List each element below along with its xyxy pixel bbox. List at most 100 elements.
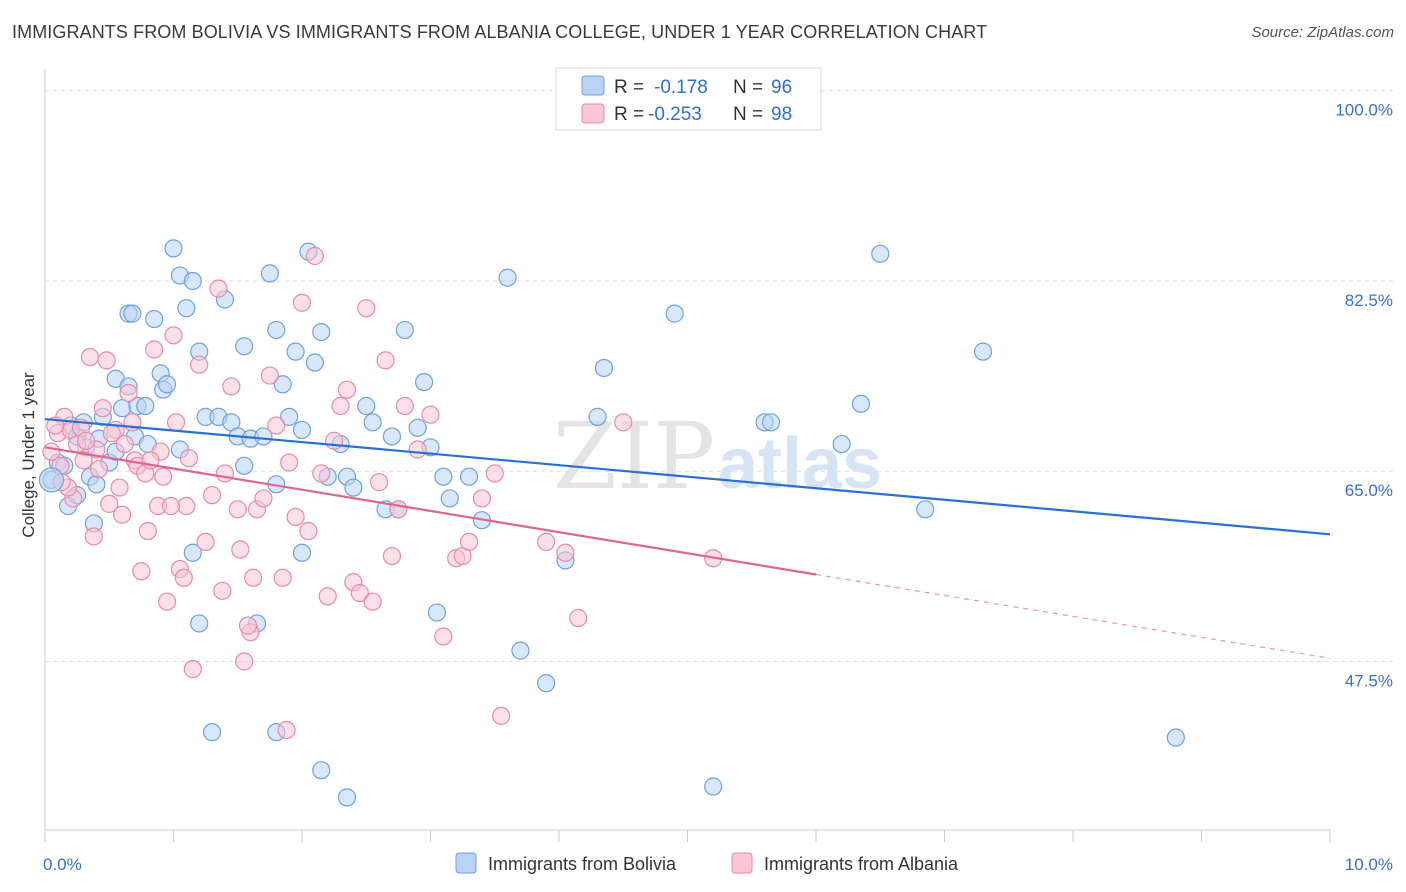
tick-labels: 47.5% 65.0% 82.5% 100.0% 0.0% 10.0% bbox=[43, 101, 1393, 874]
point-albania bbox=[174, 568, 193, 587]
point-albania bbox=[312, 464, 331, 483]
point-albania bbox=[161, 496, 181, 516]
point-bolivia bbox=[440, 489, 459, 508]
point-albania bbox=[132, 562, 151, 581]
point-bolivia bbox=[1166, 728, 1185, 747]
point-albania bbox=[213, 581, 232, 600]
point-bolivia bbox=[286, 342, 305, 361]
point-albania bbox=[145, 340, 164, 359]
point-albania bbox=[389, 500, 408, 519]
point-albania bbox=[235, 652, 254, 671]
point-bolivia bbox=[357, 396, 376, 416]
point-bolivia bbox=[344, 478, 363, 497]
point-albania bbox=[84, 527, 103, 546]
point-bolivia bbox=[498, 268, 517, 287]
bottom-legend-label-albania: Immigrants from Albania bbox=[764, 854, 959, 874]
point-bolivia bbox=[434, 467, 453, 486]
point-albania bbox=[408, 440, 427, 459]
legend-n-value-1: 96 bbox=[771, 77, 792, 98]
trend-line-albania-extension bbox=[815, 573, 1331, 659]
trend-line-bolivia bbox=[44, 417, 1331, 536]
point-albania bbox=[202, 486, 222, 505]
y-axis-title: College, Under 1 year bbox=[19, 372, 38, 538]
trend-lines bbox=[44, 417, 1331, 659]
point-albania bbox=[472, 489, 491, 508]
point-bolivia bbox=[235, 456, 254, 475]
point-albania bbox=[166, 413, 186, 432]
point-albania bbox=[222, 377, 241, 396]
point-albania bbox=[267, 416, 286, 435]
point-albania bbox=[238, 616, 258, 635]
point-albania bbox=[209, 279, 228, 298]
scatter-points bbox=[38, 239, 1185, 807]
point-albania bbox=[244, 568, 263, 587]
point-albania bbox=[74, 451, 93, 470]
point-bolivia bbox=[408, 418, 427, 437]
point-albania bbox=[614, 413, 633, 432]
point-albania bbox=[215, 464, 234, 483]
point-bolivia bbox=[594, 358, 614, 378]
point-bolivia bbox=[363, 413, 382, 432]
point-albania bbox=[569, 608, 588, 628]
point-albania bbox=[376, 351, 395, 370]
point-bolivia bbox=[761, 413, 781, 432]
trend-line-albania bbox=[44, 446, 817, 576]
point-bolivia bbox=[190, 614, 209, 633]
point-bolivia bbox=[145, 309, 164, 329]
point-bolivia bbox=[305, 353, 324, 372]
point-bolivia bbox=[273, 375, 292, 394]
point-bolivia-large bbox=[38, 467, 65, 493]
point-bolivia bbox=[588, 407, 607, 426]
point-albania bbox=[299, 521, 318, 541]
legend-swatch-albania bbox=[581, 103, 605, 124]
point-albania bbox=[164, 326, 183, 345]
point-albania bbox=[273, 568, 292, 587]
point-albania bbox=[459, 532, 479, 552]
point-bolivia bbox=[177, 299, 196, 318]
point-albania bbox=[138, 521, 157, 541]
point-albania bbox=[492, 706, 511, 725]
point-albania bbox=[177, 496, 196, 516]
bottom-legend-swatch-bolivia bbox=[455, 852, 477, 874]
point-albania bbox=[363, 592, 382, 611]
point-albania bbox=[556, 543, 575, 562]
point-albania bbox=[112, 505, 132, 524]
stats-legend: R = -0.178 N = 96 R = -0.253 N = 98 bbox=[555, 67, 822, 131]
point-albania bbox=[337, 380, 357, 399]
bottom-legend-label-bolivia: Immigrants from Bolivia bbox=[488, 854, 677, 874]
point-bolivia bbox=[202, 723, 222, 742]
legend-r-value-2: -0.253 bbox=[648, 104, 702, 125]
point-albania bbox=[357, 299, 376, 318]
point-albania bbox=[115, 434, 134, 454]
point-bolivia bbox=[87, 475, 106, 494]
point-albania bbox=[228, 500, 247, 519]
x-tick-label: 0.0% bbox=[43, 855, 82, 874]
bottom-legend: Immigrants from Bolivia Immigrants from … bbox=[455, 852, 959, 874]
point-albania bbox=[382, 546, 402, 566]
point-bolivia bbox=[832, 434, 851, 454]
y-tick-label: 65.0% bbox=[1345, 481, 1393, 500]
legend-n-value-2: 98 bbox=[771, 104, 792, 125]
point-albania bbox=[97, 351, 116, 370]
point-bolivia bbox=[704, 777, 723, 796]
point-bolivia bbox=[382, 427, 402, 446]
point-bolivia bbox=[337, 788, 357, 807]
point-bolivia bbox=[164, 239, 183, 258]
point-albania bbox=[254, 489, 273, 508]
point-bolivia bbox=[973, 342, 993, 361]
point-albania bbox=[350, 583, 369, 603]
point-bolivia bbox=[871, 244, 890, 263]
point-albania bbox=[93, 399, 112, 418]
point-bolivia bbox=[916, 500, 935, 519]
legend-n-label-1: N = bbox=[733, 77, 763, 98]
point-albania bbox=[196, 532, 215, 552]
x-tick-label: 10.0% bbox=[1345, 855, 1393, 874]
point-albania bbox=[260, 366, 279, 385]
point-albania bbox=[370, 473, 389, 492]
point-bolivia bbox=[851, 394, 871, 413]
point-bolivia bbox=[183, 543, 202, 562]
point-albania bbox=[190, 355, 209, 374]
source-label: Source: ZipAtlas.com bbox=[1251, 24, 1394, 41]
point-albania bbox=[485, 464, 504, 483]
